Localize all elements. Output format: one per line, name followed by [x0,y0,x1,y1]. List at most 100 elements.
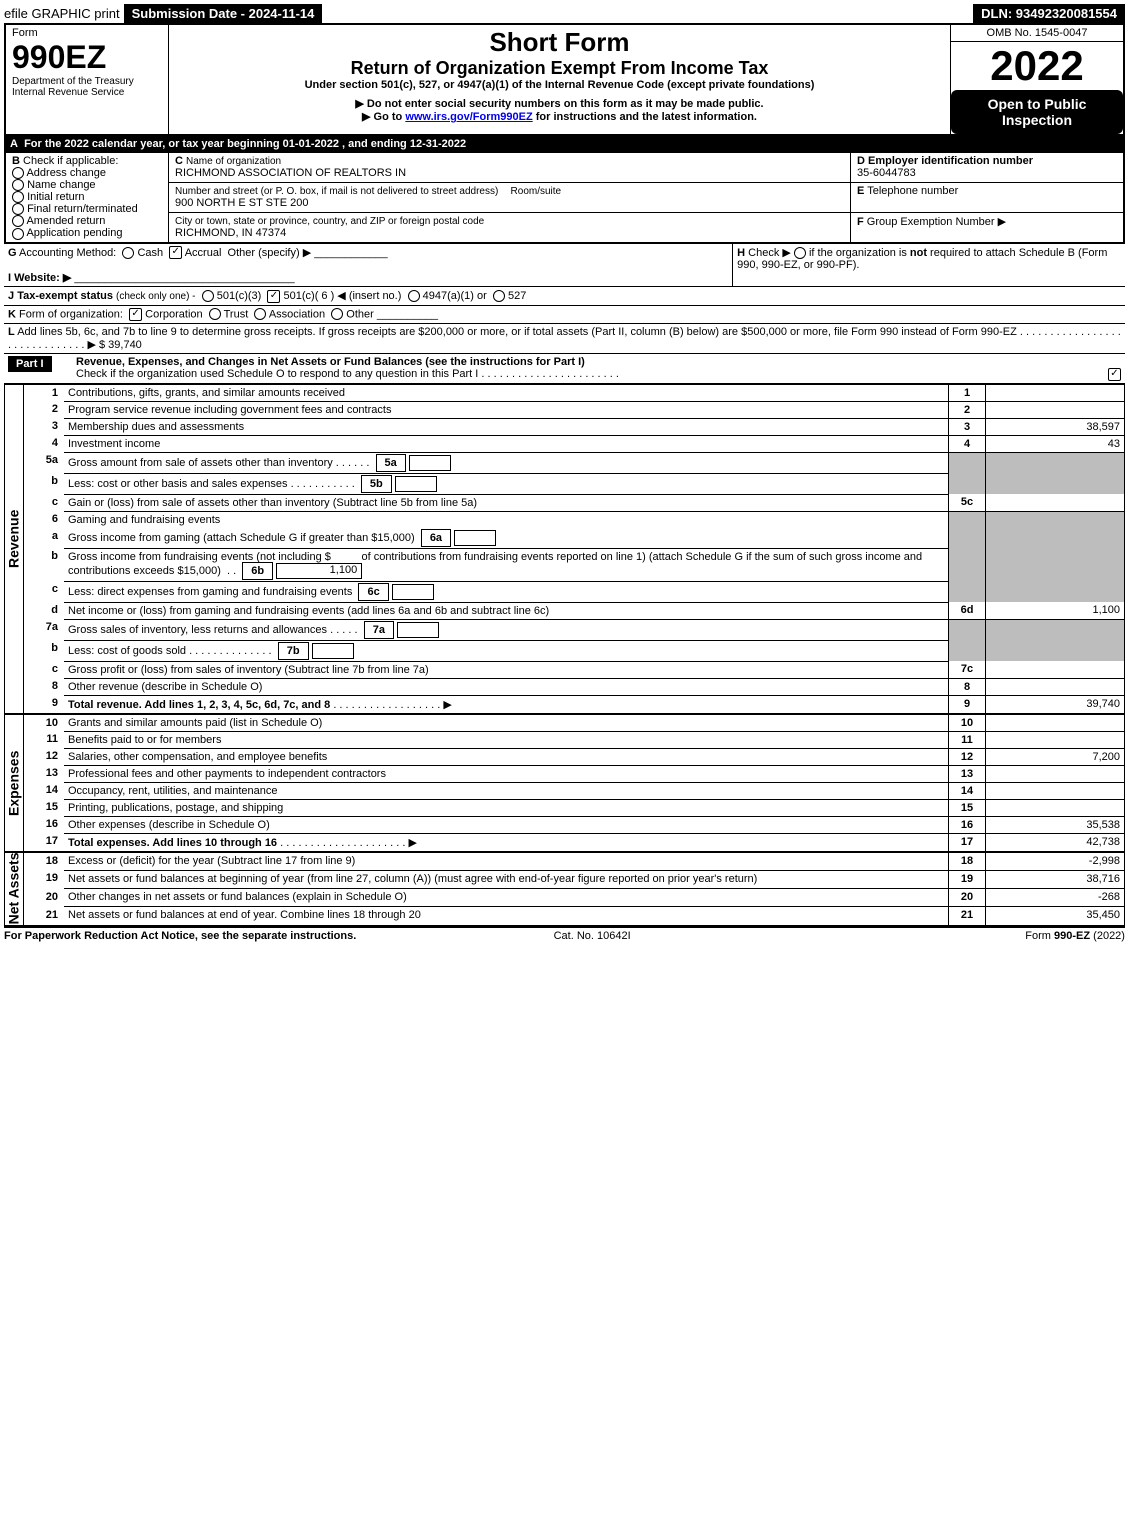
tax-year: 2022 [951,42,1123,90]
part1-header: Part I Revenue, Expenses, and Changes in… [4,354,1125,384]
ein: 35-6044783 [857,167,916,179]
line-19-amt: 38,716 [986,870,1125,888]
line-6d-amt: 1,100 [986,602,1125,619]
part1-title: Revenue, Expenses, and Changes in Net As… [76,356,585,368]
form-number: 990EZ [12,39,162,76]
line-5c-text: Gain or (loss) from sale of assets other… [64,494,949,511]
chk-501c3[interactable] [202,290,214,302]
page-footer: For Paperwork Reduction Act Notice, see … [4,926,1125,942]
line-6c-box-amt [392,584,434,600]
chk-name-change[interactable] [12,179,24,191]
opt-final-return: Final return/terminated [27,203,138,215]
line-20-text: Other changes in net assets or fund bala… [64,889,949,907]
line-7c-text: Gross profit or (loss) from sales of inv… [64,661,949,678]
dln: DLN: 93492320081554 [973,4,1125,23]
opt-corporation: Corporation [145,308,202,320]
dept-irs: Internal Revenue Service [12,87,162,98]
chk-other-org[interactable] [331,308,343,320]
line-18-text: Excess or (deficit) for the year (Subtra… [64,852,949,871]
line-6d-text: Net income or (loss) from gaming and fun… [64,602,949,619]
chk-cash[interactable] [122,247,134,259]
line-5a-text: Gross amount from sale of assets other t… [68,457,333,469]
opt-association: Association [269,308,325,320]
E-label: Telephone number [867,185,958,197]
line-3-amt: 38,597 [986,418,1125,435]
chk-final-return[interactable] [12,203,24,215]
section-revenue-label: Revenue [5,384,24,695]
line-7b-box-label: 7b [278,642,309,660]
chk-corporation[interactable] [129,308,142,321]
chk-527[interactable] [493,290,505,302]
chk-H[interactable] [794,247,806,259]
line-15-amt [986,799,1125,816]
dept-treasury: Department of the Treasury [12,76,162,87]
omb-number: OMB No. 1545-0047 [951,24,1125,42]
city-label: City or town, state or province, country… [175,216,484,227]
line-11-text: Benefits paid to or for members [64,731,949,748]
line-7c-amt [986,661,1125,678]
line-5c-amt [986,494,1125,511]
opt-cash: Cash [137,247,163,259]
line-5a-box-amt [409,455,451,471]
chk-501c[interactable] [267,290,280,303]
submission-date: Submission Date - 2024-11-14 [124,4,323,23]
H-text1: Check ▶ [748,247,794,259]
line-20-num: 20 [949,889,986,907]
G-label: Accounting Method: [19,247,116,259]
line-1-text: Contributions, gifts, grants, and simila… [64,384,949,401]
opt-501c: 501(c)( 6 ) ◀ (insert no.) [284,290,402,302]
open-public-inspection: Open to Public Inspection [951,90,1123,134]
line-19-text: Net assets or fund balances at beginning… [64,870,949,888]
line-17-text: Total expenses. Add lines 10 through 16 [68,837,277,849]
opt-501c3: 501(c)(3) [217,290,262,302]
part1-check-text: Check if the organization used Schedule … [76,368,478,380]
chk-application-pending[interactable] [12,228,24,240]
goto-link[interactable]: www.irs.gov/Form990EZ [405,111,532,123]
chk-association[interactable] [254,308,266,320]
room-label: Room/suite [511,186,562,197]
chk-trust[interactable] [209,308,221,320]
chk-address-change[interactable] [12,167,24,179]
J-label: Tax-exempt status [17,290,113,302]
line-14-num: 14 [949,782,986,799]
opt-other: Other (specify) ▶ [228,247,312,259]
line-5b-box-amt [395,476,437,492]
org-name: RICHMOND ASSOCIATION OF REALTORS IN [175,167,406,179]
street-address: 900 NORTH E ST STE 200 [175,197,308,209]
chk-schedule-o[interactable] [1108,368,1121,381]
line-10-text: Grants and similar amounts paid (list in… [64,714,949,732]
chk-initial-return[interactable] [12,191,24,203]
city-state-zip: RICHMOND, IN 47374 [175,227,286,239]
line-12-text: Salaries, other compensation, and employ… [64,748,949,765]
line-3-num: 3 [949,418,986,435]
line-14-amt [986,782,1125,799]
line-13-num: 13 [949,765,986,782]
line-6b-box-amt: 1,100 [276,563,362,579]
line-21-num: 21 [949,907,986,925]
section-A-text: For the 2022 calendar year, or tax year … [24,138,466,150]
opt-amended-return: Amended return [26,215,105,227]
line-3-text: Membership dues and assessments [64,418,949,435]
line-8-num: 8 [949,678,986,695]
line-5c-num: 5c [949,494,986,511]
chk-amended-return[interactable] [12,215,24,227]
line-8-amt [986,678,1125,695]
K-label: Form of organization: [19,308,123,320]
goto-post: for instructions and the latest informat… [533,111,757,123]
line-10-amt [986,714,1125,732]
line-6d-num: 6d [949,602,986,619]
goto-pre: ▶ Go to [362,111,405,123]
opt-527: 527 [508,290,526,302]
title-short: Short Form [175,27,944,58]
line-6c-box-label: 6c [358,583,388,601]
line-17-amt: 42,738 [986,833,1125,852]
line-6-text: Gaming and fundraising events [64,511,949,528]
chk-4947[interactable] [408,290,420,302]
line-6b-box-label: 6b [242,562,273,580]
D-label: Employer identification number [868,155,1033,167]
J-sub: (check only one) - [116,291,195,302]
line-6a-text: Gross income from gaming (attach Schedul… [68,532,415,544]
section-expenses-label: Expenses [5,714,24,852]
chk-accrual[interactable] [169,246,182,259]
mid-section: G Accounting Method: Cash Accrual Other … [4,244,1125,354]
